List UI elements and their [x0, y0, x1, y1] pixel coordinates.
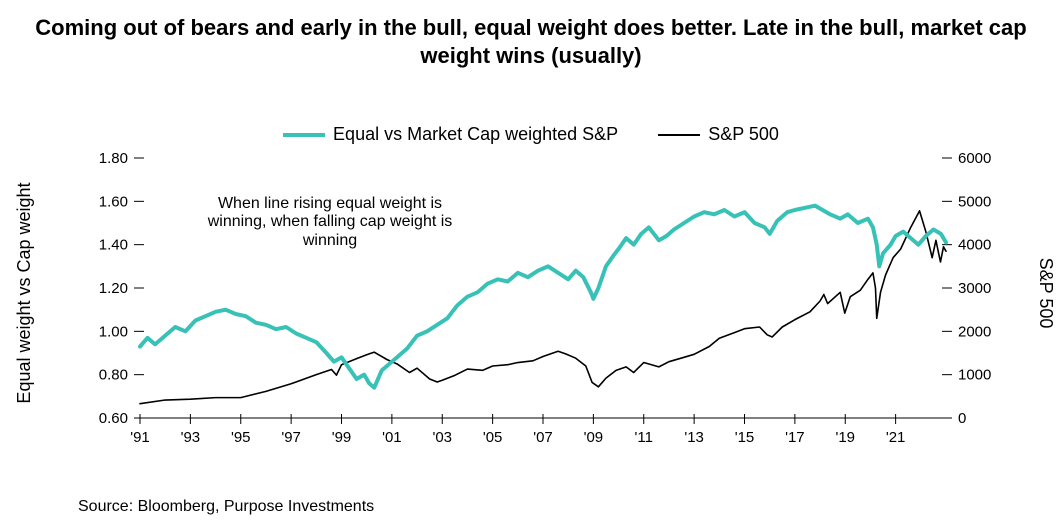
svg-text:'09: '09: [584, 429, 604, 446]
chart-figure: Coming out of bears and early in the bul…: [0, 0, 1062, 528]
svg-text:0: 0: [958, 410, 966, 427]
svg-text:'91: '91: [130, 429, 150, 446]
svg-text:1000: 1000: [958, 367, 991, 384]
chart-title: Coming out of bears and early in the bul…: [0, 14, 1062, 69]
svg-text:'95: '95: [231, 429, 251, 446]
source-text: Source: Bloomberg, Purpose Investments: [78, 498, 374, 516]
y-axis-left-label: Equal weight vs Cap weight: [14, 118, 35, 468]
svg-text:'07: '07: [533, 429, 553, 446]
svg-text:4000: 4000: [958, 237, 991, 254]
svg-text:'11: '11: [635, 429, 653, 446]
svg-text:'13: '13: [684, 429, 704, 446]
chart-svg: '91 '93 '95 '97 '99 '01 '03 '05 '07 '09 '11 '13 '15 '…: [78, 118, 1008, 468]
svg-text:'01: '01: [382, 429, 402, 446]
svg-text:1.40: 1.40: [99, 237, 128, 254]
svg-text:6000: 6000: [958, 150, 991, 167]
series-sp500: [140, 211, 946, 404]
svg-text:0.60: 0.60: [99, 410, 128, 427]
svg-text:'03: '03: [432, 429, 452, 446]
svg-text:1.20: 1.20: [99, 280, 128, 297]
chart-area: '91 '93 '95 '97 '99 '01 '03 '05 '07 '09 '11 '13 '15 '…: [78, 118, 1008, 468]
svg-text:'21: '21: [886, 429, 906, 446]
svg-text:'97: '97: [281, 429, 301, 446]
svg-text:1.00: 1.00: [99, 323, 128, 340]
svg-text:1.80: 1.80: [99, 150, 128, 167]
svg-text:5000: 5000: [958, 193, 991, 210]
svg-text:'15: '15: [735, 429, 755, 446]
svg-text:'17: '17: [785, 429, 805, 446]
svg-text:3000: 3000: [958, 280, 991, 297]
svg-text:'19: '19: [835, 429, 855, 446]
svg-text:1.60: 1.60: [99, 193, 128, 210]
svg-text:'93: '93: [181, 429, 201, 446]
svg-text:0.80: 0.80: [99, 367, 128, 384]
svg-text:'05: '05: [483, 429, 503, 446]
svg-text:2000: 2000: [958, 323, 991, 340]
svg-text:'99: '99: [332, 429, 352, 446]
y-axis-right-label: S&P 500: [1035, 118, 1056, 468]
